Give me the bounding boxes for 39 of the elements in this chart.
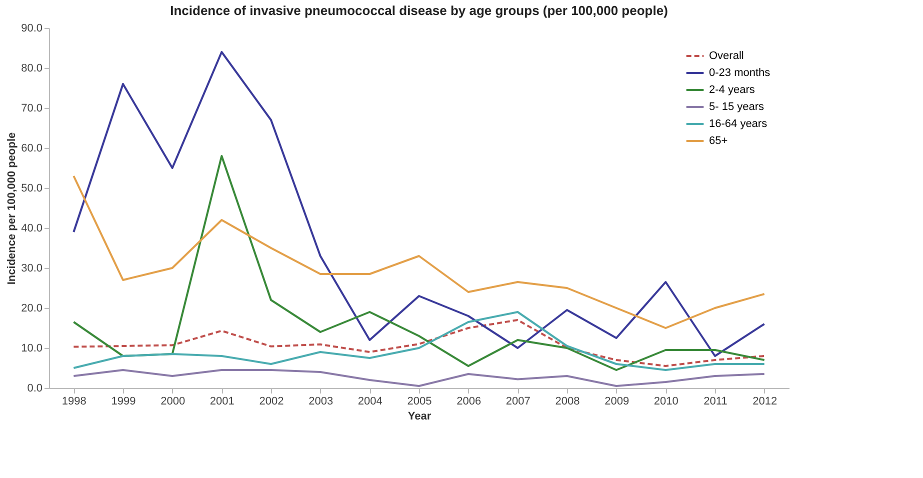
y-tick-label: 0.0 [27,382,42,394]
x-tick-label: 2001 [210,396,234,408]
legend-label: 2-4 years [709,84,756,96]
x-tick-label: 1998 [62,396,86,408]
y-tick-label: 60.0 [21,142,42,154]
x-tick-label: 1999 [111,396,136,408]
y-tick-label: 10.0 [21,342,42,354]
y-tick-label: 90.0 [21,22,42,34]
legend-label: 5- 15 years [709,101,765,113]
x-tick-label: 2009 [604,396,630,408]
legend-label: 0-23 months [709,67,771,79]
legend-label: 16-64 years [709,118,768,130]
x-tick-label: 2002 [259,396,284,408]
x-tick-label: 2003 [308,396,334,408]
legend-label: Overall [709,50,744,62]
y-tick-label: 70.0 [21,102,42,114]
line-series [72,155,766,371]
line-series [72,175,766,329]
line-series [72,369,766,387]
y-tick-label: 80.0 [21,62,42,74]
line-series [72,311,766,371]
y-tick-label: 30.0 [21,262,42,274]
y-tick-label: 50.0 [21,182,42,194]
x-tick-label: 2011 [704,396,728,408]
x-tick-label: 2007 [506,396,530,408]
y-axis-title: Incidence per 100,000 people [6,132,18,285]
chart-title: Incidence of invasive pneumococcal disease by age groups (per 100,000 people) [170,3,668,18]
x-tick-label: 2010 [654,396,678,408]
x-axis-title: Year [408,410,432,422]
x-tick-label: 2006 [456,396,482,408]
legend-label: 65+ [709,135,728,147]
x-tick-label: 2004 [358,396,382,408]
y-tick-label: 20.0 [21,302,42,314]
x-tick-label: 2005 [407,396,432,408]
y-tick-label: 40.0 [21,222,42,234]
x-tick-label: 2000 [160,396,186,408]
x-tick-label: 2008 [555,396,580,408]
line-series [72,319,766,367]
x-tick-label: 2012 [752,396,778,408]
